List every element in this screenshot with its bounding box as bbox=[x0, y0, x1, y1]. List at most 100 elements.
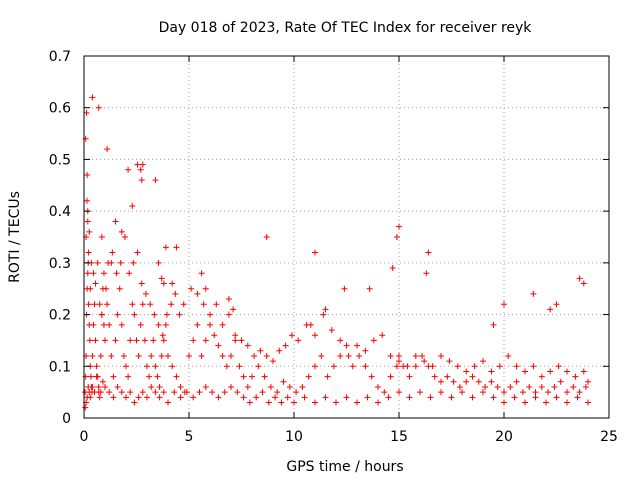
data-point bbox=[286, 383, 293, 390]
data-point bbox=[156, 394, 163, 401]
data-point bbox=[117, 259, 124, 266]
data-point bbox=[396, 223, 402, 230]
data-point bbox=[574, 394, 581, 401]
data-point bbox=[230, 306, 237, 313]
data-point bbox=[423, 270, 430, 277]
data-point bbox=[152, 389, 159, 396]
data-point bbox=[387, 352, 394, 359]
data-point bbox=[133, 337, 140, 344]
data-point bbox=[322, 394, 329, 401]
data-point bbox=[172, 290, 179, 297]
data-point bbox=[368, 373, 375, 380]
data-point bbox=[238, 337, 245, 344]
data-points bbox=[82, 94, 591, 411]
data-point bbox=[202, 337, 209, 344]
data-point bbox=[148, 383, 155, 390]
data-point bbox=[538, 383, 545, 390]
y-tick-label: 0.6 bbox=[49, 101, 71, 117]
x-axis-label: GPS time / hours bbox=[286, 459, 403, 475]
data-point bbox=[142, 290, 149, 297]
y-tick-label: 0 bbox=[62, 411, 71, 427]
data-point bbox=[412, 352, 419, 359]
data-point bbox=[93, 363, 100, 370]
data-point bbox=[425, 249, 432, 256]
data-point bbox=[90, 270, 97, 277]
data-point bbox=[366, 285, 373, 292]
data-point bbox=[469, 373, 476, 380]
data-point bbox=[228, 383, 234, 390]
data-point bbox=[362, 347, 369, 354]
data-point bbox=[156, 383, 163, 390]
data-point bbox=[393, 234, 400, 240]
data-point bbox=[100, 321, 107, 328]
data-point bbox=[459, 389, 465, 396]
data-point bbox=[349, 363, 356, 370]
data-point bbox=[328, 327, 335, 334]
data-point bbox=[538, 373, 545, 380]
data-point bbox=[84, 270, 91, 277]
data-point bbox=[480, 358, 486, 365]
data-point bbox=[113, 270, 120, 277]
data-point bbox=[134, 249, 141, 256]
data-point bbox=[86, 228, 93, 235]
data-point bbox=[354, 399, 360, 406]
data-point bbox=[138, 280, 145, 287]
data-point bbox=[444, 373, 451, 380]
data-point bbox=[337, 352, 344, 359]
axis-ticks bbox=[83, 55, 610, 419]
data-point bbox=[553, 394, 560, 401]
data-point bbox=[129, 202, 136, 209]
data-point bbox=[456, 383, 463, 390]
data-point bbox=[482, 383, 489, 390]
data-point bbox=[244, 342, 251, 349]
data-point bbox=[121, 234, 128, 240]
y-axis-label: ROTI / TECUs bbox=[7, 191, 23, 283]
data-point bbox=[389, 265, 396, 272]
data-point bbox=[396, 358, 402, 365]
data-point bbox=[116, 285, 123, 292]
data-point bbox=[144, 394, 150, 401]
x-tick-label: 25 bbox=[600, 429, 618, 445]
x-tick-label: 15 bbox=[390, 429, 408, 445]
data-point bbox=[86, 389, 93, 396]
data-point bbox=[364, 394, 371, 401]
data-point bbox=[144, 363, 150, 370]
data-point bbox=[375, 399, 381, 406]
data-point bbox=[173, 373, 180, 380]
data-point bbox=[86, 337, 93, 344]
data-point bbox=[404, 363, 411, 370]
data-point bbox=[267, 383, 274, 390]
data-point bbox=[223, 363, 230, 370]
data-point bbox=[134, 161, 141, 168]
data-point bbox=[295, 337, 302, 344]
x-tick-label: 20 bbox=[495, 429, 513, 445]
data-point bbox=[207, 311, 213, 318]
data-point bbox=[312, 249, 318, 256]
data-point bbox=[169, 280, 176, 287]
data-point bbox=[190, 337, 197, 344]
data-point bbox=[93, 373, 100, 380]
plot-frame bbox=[83, 55, 610, 419]
data-point bbox=[104, 301, 111, 308]
data-point bbox=[299, 383, 306, 390]
data-point bbox=[427, 394, 434, 401]
data-point bbox=[513, 363, 520, 370]
data-point bbox=[530, 290, 537, 297]
data-point bbox=[582, 383, 589, 390]
data-point bbox=[225, 296, 232, 303]
data-point bbox=[89, 352, 96, 359]
data-point bbox=[547, 368, 554, 375]
data-point bbox=[114, 383, 121, 390]
data-point bbox=[96, 394, 103, 401]
data-point bbox=[570, 383, 577, 390]
y-tick-label: 0.2 bbox=[49, 308, 71, 324]
data-point bbox=[152, 363, 159, 370]
data-point bbox=[98, 234, 105, 240]
data-point bbox=[158, 275, 165, 282]
data-point bbox=[188, 285, 195, 292]
data-point bbox=[551, 383, 558, 390]
data-point bbox=[312, 332, 318, 339]
data-point bbox=[127, 389, 134, 396]
data-point bbox=[263, 352, 270, 359]
data-point bbox=[490, 321, 497, 328]
